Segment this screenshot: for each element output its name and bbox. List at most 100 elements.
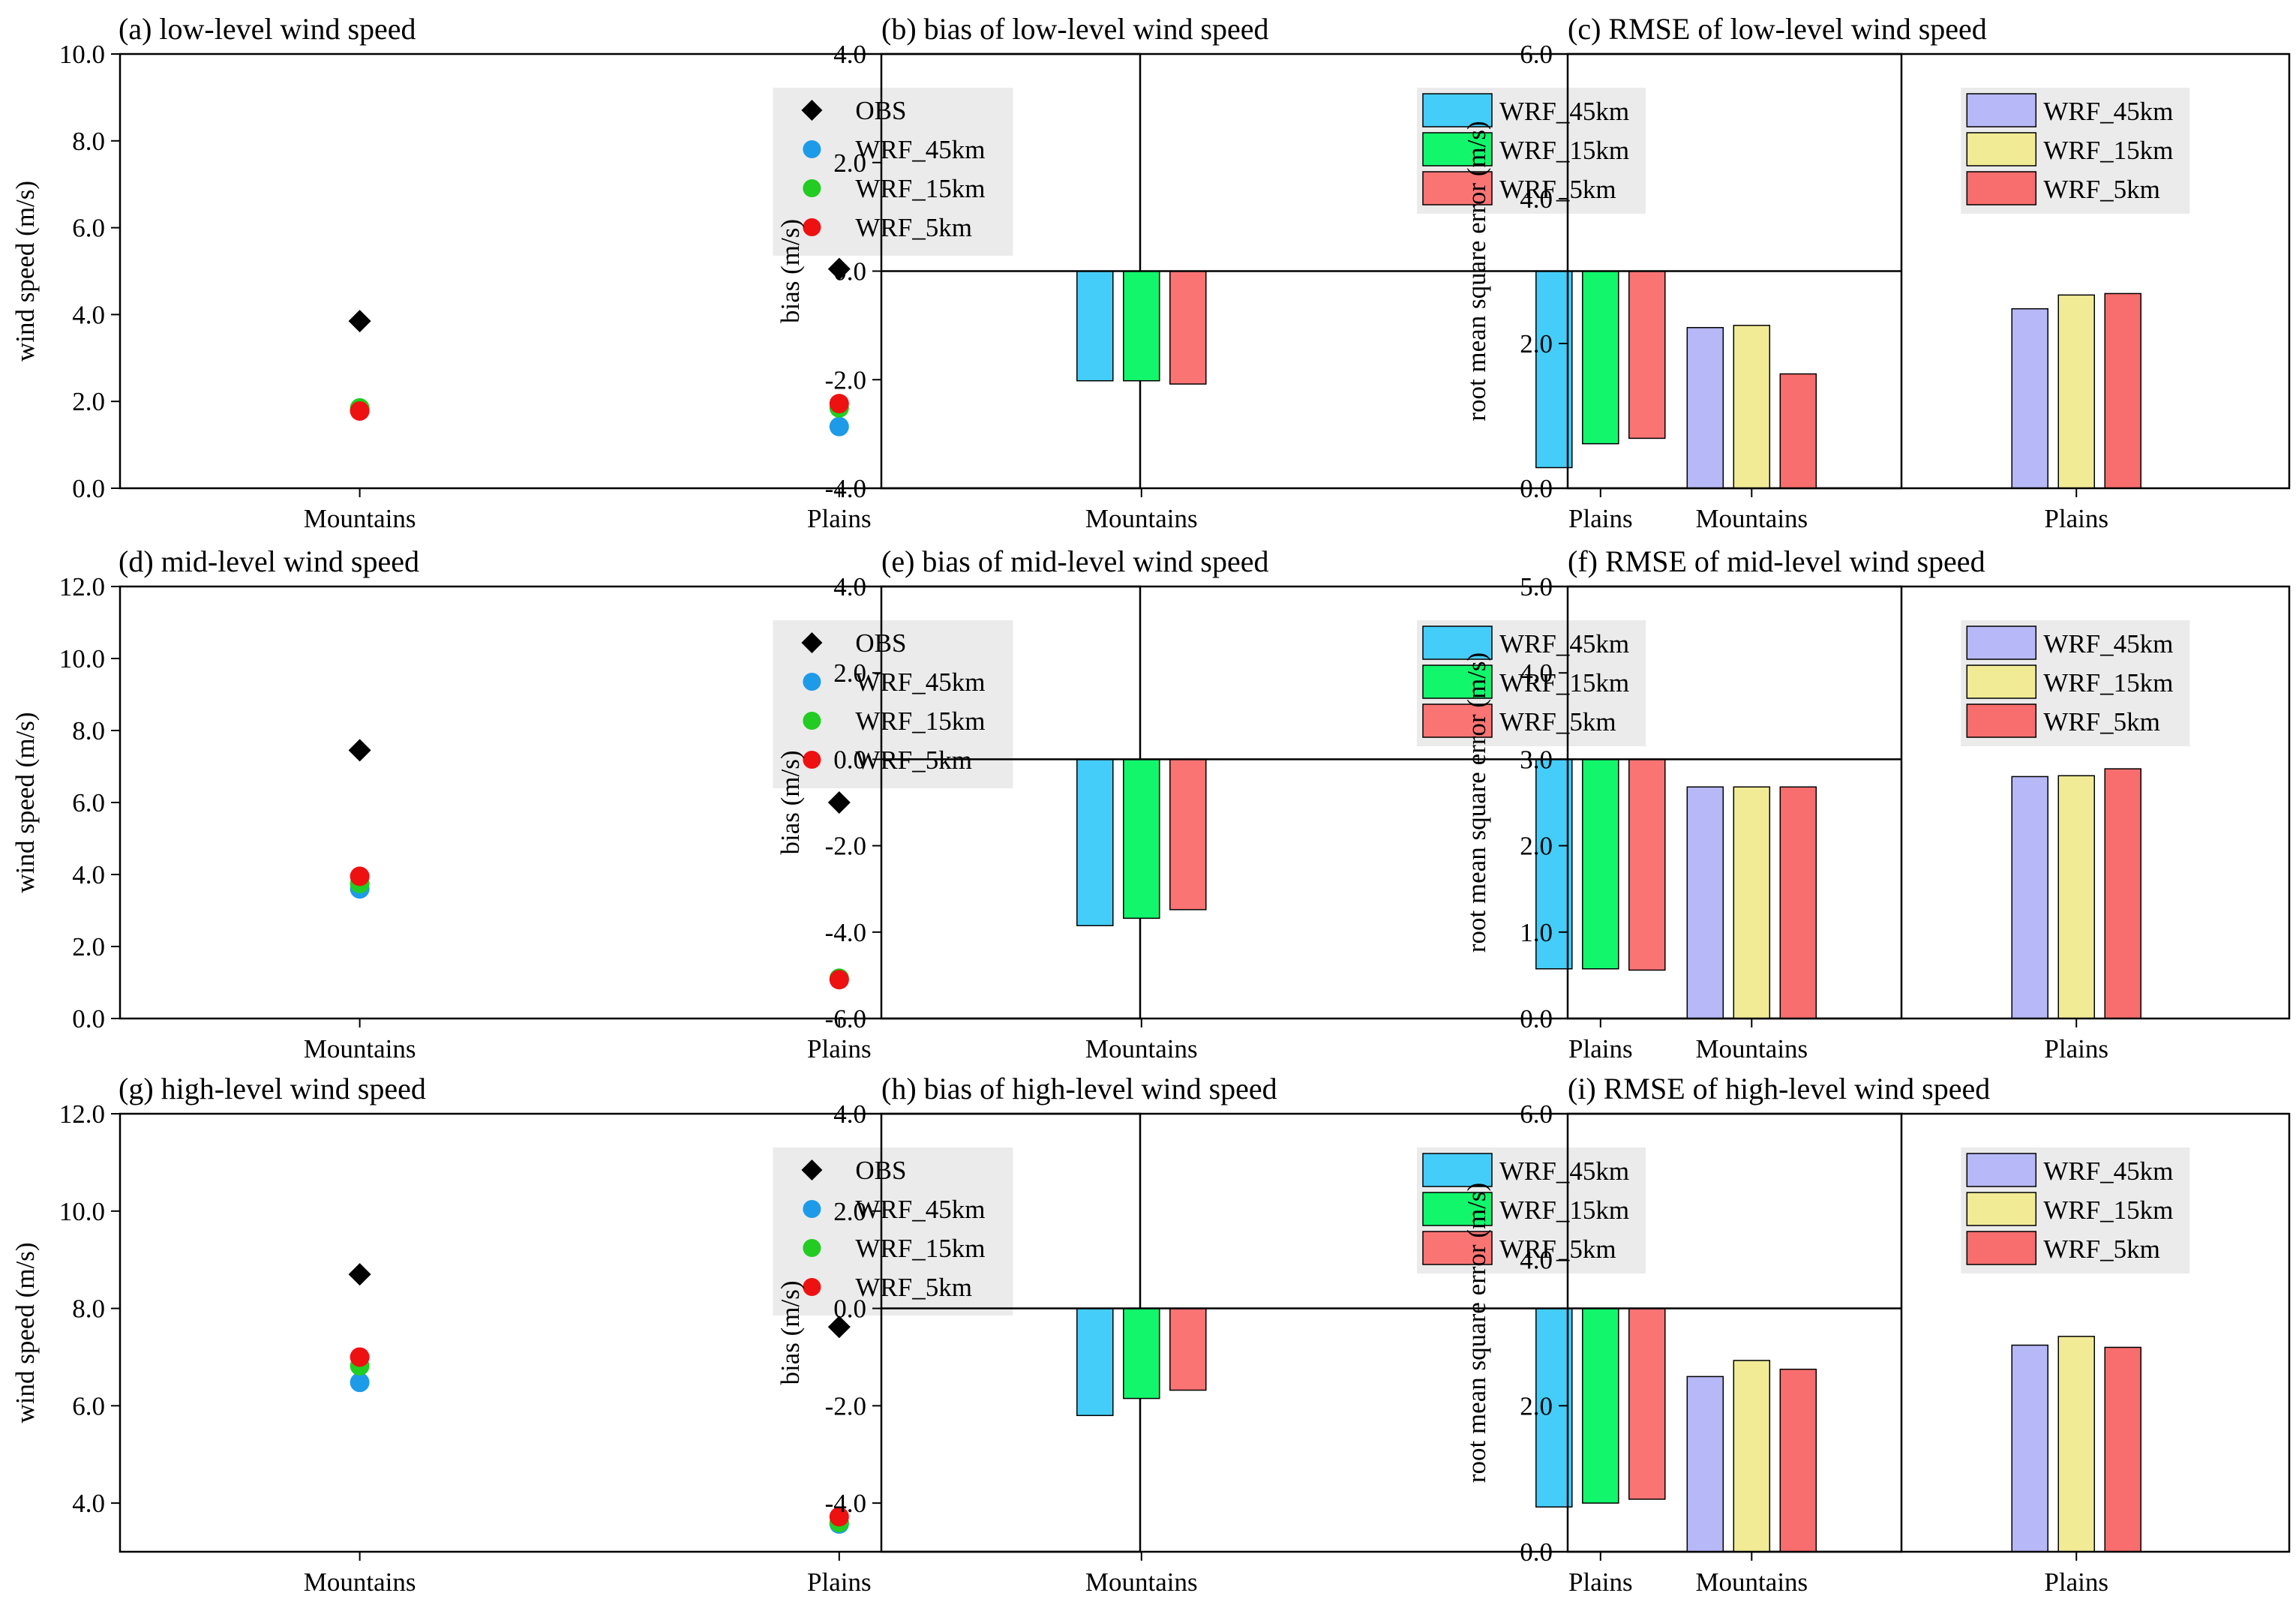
- x-tick-label-plains: Plains: [807, 504, 872, 533]
- legend-marker-OBS: [801, 1160, 823, 1180]
- y-tick-label: -6.0: [825, 1004, 866, 1034]
- legend-label-WRF_15km: WRF_15km: [2043, 668, 2173, 698]
- bar-WRF_45km-mountains: [1076, 1307, 1114, 1417]
- bar-WRF_5km-mountains: [1779, 786, 1817, 1019]
- bar-WRF_5km-mountains: [1169, 1307, 1207, 1391]
- bar-WRF_5km-plains: [2104, 768, 2141, 1019]
- panel-h: (h) bias of high-level wind speed bias (m…: [776, 1072, 1903, 1597]
- panel-d: (d) mid-level wind speed wind speed (m/s)…: [11, 544, 1142, 1064]
- legend-swatch-WRF_5km: [1422, 704, 1493, 738]
- panel-a-title: (a) low-level wind speed: [119, 12, 416, 46]
- panel-c-legend: WRF_45km WRF_15km WRF_5km: [1961, 88, 2190, 214]
- y-tick-label: 0.0: [833, 257, 866, 286]
- legend-swatch-WRF_5km: [1422, 1231, 1493, 1265]
- bar-WRF_5km-mountains: [1779, 373, 1817, 489]
- panel-f-legend: WRF_45km WRF_15km WRF_5km: [1961, 620, 2190, 746]
- legend-marker-WRF_15km: [803, 179, 821, 197]
- y-tick-label: -2.0: [825, 365, 866, 394]
- y-tick-label: 6.0: [72, 214, 105, 243]
- y-tick-label: 4.0: [72, 300, 105, 329]
- y-tick-label: 2.0: [833, 1197, 866, 1226]
- x-tick-label-mountains: Mountains: [1695, 1034, 1808, 1064]
- legend-swatch-WRF_15km: [1422, 1192, 1493, 1226]
- panel-b-legend: WRF_45km WRF_15km WRF_5km: [1417, 88, 1646, 214]
- y-tick-label: 6.0: [72, 1391, 105, 1420]
- bar-WRF_15km-plains: [2057, 775, 2095, 1019]
- point-OBS-plains: [827, 791, 851, 814]
- y-tick-label: 2.0: [72, 932, 105, 962]
- legend-label-WRF_45km: WRF_45km: [855, 668, 985, 697]
- point-WRF_5km-plains: [829, 1507, 849, 1527]
- bar-WRF_5km-mountains: [1779, 1368, 1817, 1552]
- y-tick-label: 3.0: [1520, 745, 1553, 774]
- y-tick-label: 0.0: [1520, 474, 1553, 503]
- panel-c-title: (c) RMSE of low-level wind speed: [1568, 12, 1987, 46]
- bar-WRF_5km-mountains: [1169, 270, 1207, 385]
- legend-label-WRF_5km: WRF_5km: [2043, 707, 2160, 736]
- legend-label-WRF_45km: WRF_45km: [855, 1195, 985, 1224]
- panel-g: (g) high-level wind speed wind speed (m/s…: [11, 1072, 1142, 1597]
- legend-label-WRF_5km: WRF_5km: [2043, 175, 2160, 204]
- bar-WRF_45km-mountains: [1686, 786, 1724, 1019]
- panel-f-title: (f) RMSE of mid-level wind speed: [1568, 544, 1985, 578]
- bar-WRF_5km-plains: [1628, 1307, 1666, 1500]
- panel-c-ylabel: root mean square error (m/s): [1462, 121, 1491, 421]
- point-OBS-plains: [827, 257, 851, 280]
- legend-swatch-WRF_15km: [1966, 132, 2037, 166]
- panel-e-ylabel: bias (m/s): [776, 750, 805, 854]
- bar-WRF_15km-mountains: [1123, 270, 1160, 382]
- y-tick-label: 4.0: [1520, 658, 1553, 688]
- legend-swatch-WRF_15km: [1966, 664, 2037, 699]
- legend-label-WRF_45km: WRF_45km: [1499, 1156, 1629, 1186]
- bar-WRF_5km-plains: [1628, 270, 1666, 440]
- y-tick-label: 2.0: [1520, 329, 1553, 358]
- legend-swatch-WRF_45km: [1422, 626, 1493, 660]
- y-tick-label: 0.0: [1520, 1004, 1553, 1034]
- y-tick-label: 4.0: [72, 860, 105, 890]
- panel-a: (a) low-level wind speed wind speed (m/s)…: [11, 12, 1142, 533]
- y-tick-label: 6.0: [1520, 40, 1553, 69]
- legend-swatch-WRF_45km: [1966, 93, 2037, 128]
- y-tick-label: 8.0: [72, 716, 105, 746]
- point-WRF_5km-plains: [829, 970, 849, 990]
- legend-label-WRF_15km: WRF_15km: [2043, 1196, 2173, 1225]
- y-tick-label: 10.0: [59, 644, 105, 674]
- legend-swatch-WRF_45km: [1422, 1153, 1493, 1187]
- panel-h-legend: WRF_45km WRF_15km WRF_5km: [1417, 1148, 1646, 1274]
- legend-label-WRF_15km: WRF_15km: [855, 174, 985, 203]
- bar-WRF_45km-mountains: [1686, 327, 1724, 489]
- panel-h-title: (h) bias of high-level wind speed: [881, 1072, 1277, 1106]
- legend-label-WRF_5km: WRF_5km: [2043, 1234, 2160, 1264]
- x-tick-label-mountains: Mountains: [304, 504, 416, 533]
- x-tick-label-mountains: Mountains: [304, 1034, 416, 1064]
- legend-label-WRF_45km: WRF_45km: [1499, 97, 1629, 126]
- bar-WRF_45km-plains: [1535, 1307, 1573, 1508]
- panel-a-ylabel: wind speed (m/s): [11, 181, 40, 362]
- x-tick-label-plains: Plains: [2044, 504, 2108, 533]
- legend-marker-OBS: [801, 632, 823, 653]
- panel-c: (c) RMSE of low-level wind speed root mea…: [1462, 12, 2291, 533]
- y-tick-label: 8.0: [72, 1294, 105, 1324]
- y-tick-label: 2.0: [833, 658, 866, 688]
- legend-label-WRF_5km: WRF_5km: [1499, 175, 1616, 204]
- y-tick-label: 10.0: [59, 40, 105, 69]
- legend-marker-WRF_45km: [803, 140, 821, 158]
- point-OBS-plains: [827, 1316, 851, 1339]
- legend-swatch-WRF_45km: [1966, 626, 2037, 660]
- legend-label-WRF_45km: WRF_45km: [2043, 629, 2173, 658]
- legend-marker-WRF_15km: [803, 712, 821, 730]
- legend-label-WRF_45km: WRF_45km: [855, 135, 985, 164]
- panel-i: (i) RMSE of high-level wind speed root me…: [1462, 1072, 2291, 1597]
- panel-e-frame: [880, 585, 1903, 1020]
- bar-WRF_5km-plains: [1628, 758, 1666, 971]
- x-tick-label-mountains: Mountains: [304, 1568, 416, 1597]
- legend-label-WRF_15km: WRF_15km: [2043, 136, 2173, 165]
- point-OBS-mountains: [348, 1263, 371, 1286]
- x-tick-label-plains: Plains: [2044, 1568, 2108, 1597]
- bar-WRF_15km-mountains: [1733, 325, 1771, 489]
- y-tick-label: 4.0: [833, 572, 866, 602]
